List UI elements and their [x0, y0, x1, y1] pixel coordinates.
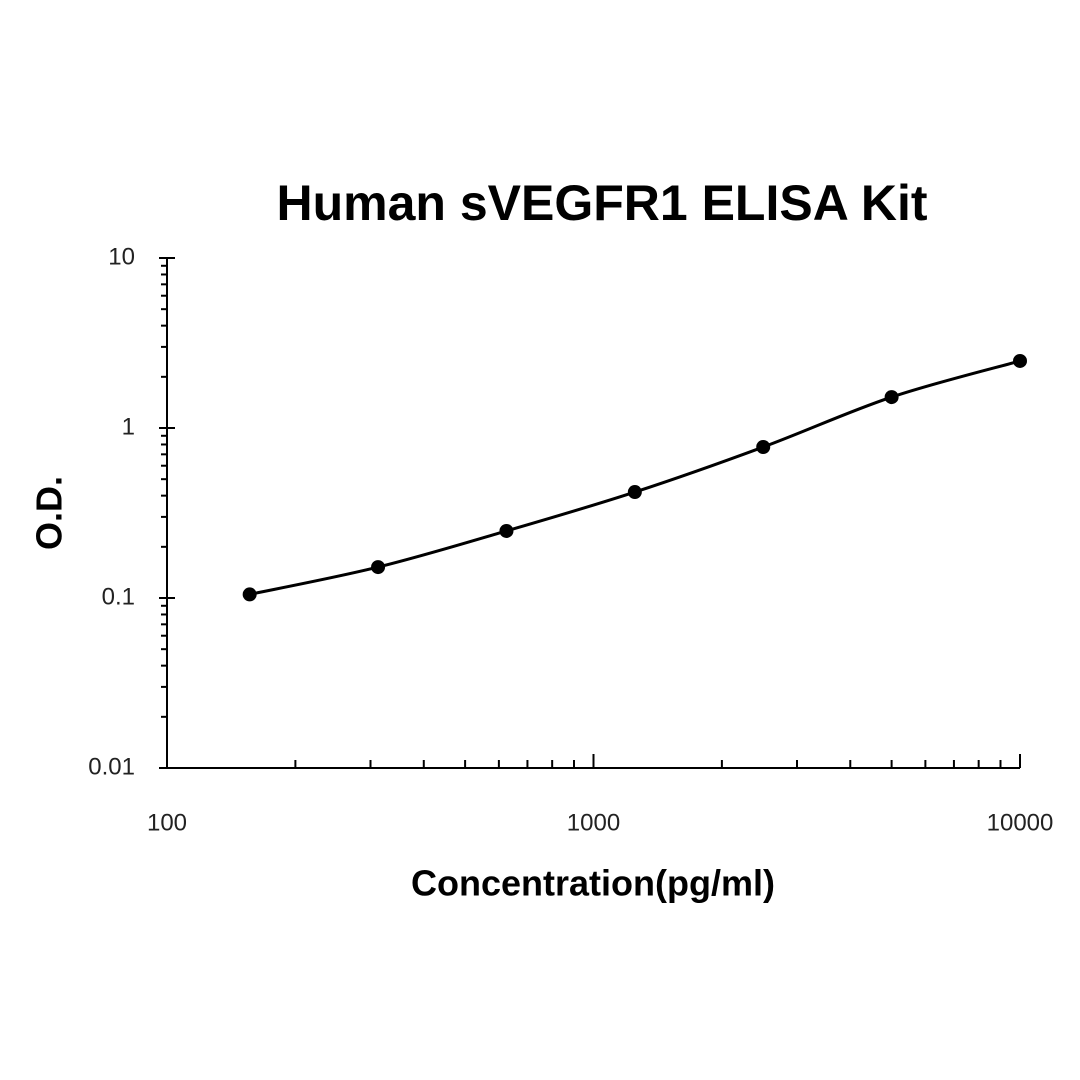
x-axis-label: Concentration(pg/ml) [411, 863, 775, 904]
chart-title: Human sVEGFR1 ELISA Kit [276, 175, 927, 231]
y-axis-label: O.D. [29, 476, 70, 550]
point [1013, 353, 1027, 368]
y-tick-label: 0.1 [102, 583, 135, 610]
point [884, 390, 899, 405]
point [242, 587, 257, 602]
x-tick-label: 10000 [987, 809, 1054, 836]
x-tick-label: 1000 [567, 809, 620, 836]
y-tick-label: 1 [122, 413, 135, 440]
point [499, 523, 514, 538]
point [756, 440, 771, 455]
point [371, 560, 386, 575]
curve [249, 359, 1021, 596]
y-tick-label: 0.01 [88, 753, 135, 780]
point [627, 485, 642, 500]
x-tick-label: 100 [147, 809, 187, 836]
y-tick-label: 10 [108, 243, 135, 270]
